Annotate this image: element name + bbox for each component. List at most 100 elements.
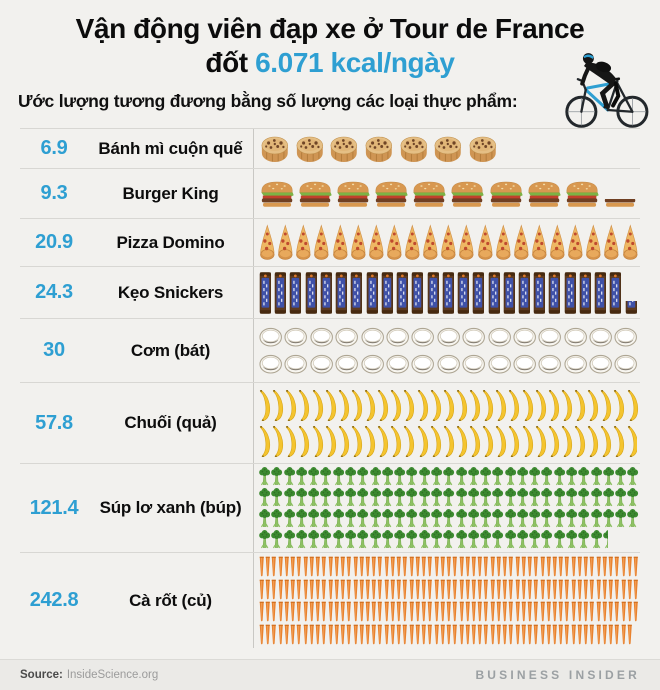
carrot-icon [608, 624, 614, 645]
carrot-icon [602, 579, 608, 600]
carrot-icon [477, 624, 483, 645]
broccoli-icon [529, 509, 541, 528]
broccoli-icon [406, 467, 418, 486]
broccoli-icon [517, 530, 529, 549]
carrot-icon [340, 579, 346, 600]
carrot-icon [278, 601, 284, 622]
banana-icon [285, 425, 298, 457]
carrot-icon [508, 624, 514, 645]
carrot-icon [271, 601, 277, 622]
carrot-icon [602, 556, 608, 577]
food-label: Cà rốt (củ) [129, 590, 212, 610]
snickers-icon [548, 271, 563, 315]
rice-bowl-icon [538, 354, 563, 375]
rice-bowl-icon [564, 327, 589, 348]
banana-icon [548, 389, 561, 421]
carrot-icon [384, 579, 390, 600]
rice-bowl-icon [614, 354, 639, 375]
food-icons [253, 383, 640, 463]
carrot-icon [434, 556, 440, 577]
carrot-icon [471, 579, 477, 600]
broccoli-icon [480, 467, 492, 486]
carrot-icon [409, 601, 415, 622]
cinnamon-roll-icon [363, 134, 398, 164]
banana-icon [364, 389, 377, 421]
broccoli-icon [492, 488, 504, 507]
pizza-icon [549, 223, 567, 262]
carrot-icon [589, 579, 595, 600]
carrot-icon [490, 624, 496, 645]
carrot-icon [427, 624, 433, 645]
title-line2: đốt 6.071 kcal/ngày [0, 46, 660, 80]
carrot-icon [471, 556, 477, 577]
carrot-icon [540, 579, 546, 600]
carrot-icon [346, 579, 352, 600]
carrot-icon [571, 579, 577, 600]
carrot-icon [390, 624, 396, 645]
broccoli-icon [443, 488, 455, 507]
pizza-icon [495, 223, 513, 262]
food-equivalence-table: 6.9 Bánh mì cuộn quế 9.3 Burger King [0, 128, 660, 648]
pizza-icon [513, 223, 531, 262]
carrot-icon [371, 624, 377, 645]
food-label: Pizza Domino [116, 232, 225, 252]
carrot-icon [577, 601, 583, 622]
carrot-icon [552, 624, 558, 645]
carrot-icon [521, 601, 527, 622]
broccoli-icon [320, 509, 332, 528]
snickers-icon [335, 271, 350, 315]
broccoli-icon [283, 530, 296, 549]
banana-icon [403, 425, 416, 457]
carrot-icon [477, 556, 483, 577]
carrot-icon [633, 579, 639, 600]
banana-icon [443, 389, 456, 421]
rice-bowl-icon [335, 354, 360, 375]
carrot-icon [521, 579, 527, 600]
title-kcal-highlight: 6.071 kcal/ngày [255, 47, 455, 79]
cinnamon-roll-icon [432, 134, 467, 164]
food-count: 24.3 [35, 281, 73, 303]
carrot-icon [259, 624, 265, 645]
carrot-icon [321, 579, 327, 600]
burger-icon [602, 198, 640, 207]
pizza-icon [386, 223, 404, 262]
pizza-icon [313, 223, 331, 262]
broccoli-icon [553, 530, 566, 549]
carrot-icon [564, 601, 570, 622]
broccoli-icon [492, 530, 504, 549]
carrot-icon [521, 556, 527, 577]
banana-icon [587, 425, 600, 457]
carrot-icon [271, 579, 277, 600]
carrot-icon [359, 556, 365, 577]
broccoli-icon [308, 488, 320, 507]
carrot-icon [421, 624, 427, 645]
broccoli-icon [431, 467, 443, 486]
carrot-icon [446, 601, 452, 622]
broccoli-icon [566, 488, 578, 507]
carrot-icon [290, 556, 296, 577]
rice-bowl-icon [462, 327, 487, 348]
rice-bowl-icon [284, 354, 309, 375]
broccoli-icon [529, 467, 541, 486]
carrot-icon [502, 601, 508, 622]
broccoli-icon [467, 530, 480, 549]
food-label: Chuối (quả) [124, 413, 217, 433]
carrot-icon [371, 579, 377, 600]
broccoli-icon [308, 530, 320, 549]
banana-icon [574, 425, 587, 457]
banana-icon [613, 389, 626, 421]
cinnamon-roll-icon [467, 134, 498, 164]
broccoli-icon [369, 509, 382, 528]
carrot-icon [353, 624, 359, 645]
carrot-icon [477, 601, 483, 622]
broccoli-icon [369, 530, 382, 549]
carrot-icon [346, 624, 352, 645]
broccoli-icon [345, 530, 357, 549]
carrot-icon [465, 556, 471, 577]
banana-icon [325, 425, 338, 457]
banana-icon [377, 425, 390, 457]
carrot-icon [627, 556, 633, 577]
page-title: Vận động viên đạp xe ở Tour de France đố… [0, 0, 660, 80]
broccoli-icon [529, 530, 541, 549]
broccoli-icon [627, 488, 639, 507]
